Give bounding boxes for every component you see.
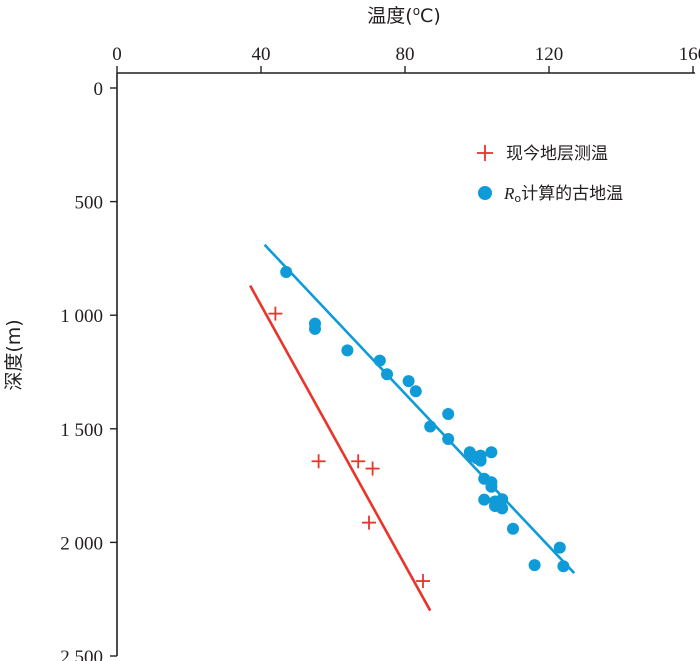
plus-marker: [268, 306, 283, 321]
circle-marker: [424, 420, 437, 433]
degree-symbol: o: [413, 4, 420, 18]
circle-marker: [557, 560, 570, 573]
circle-marker: [442, 408, 455, 421]
circle-marker: [402, 375, 415, 388]
data-markers: [268, 266, 570, 589]
y-axis-title: 深度(m): [3, 319, 25, 390]
circle-marker: [528, 559, 541, 572]
x-tick-label: 40: [252, 44, 271, 65]
y-tick-label: 1 500: [60, 420, 103, 441]
plus-marker: [416, 574, 430, 589]
y-tick-label: 500: [75, 193, 104, 214]
legend-marker-plus: [477, 145, 493, 161]
y-tick-label: 0: [94, 79, 104, 100]
y-tick-label: 1 000: [60, 306, 103, 327]
legend-label-current-temp: 现今地层测温: [506, 144, 608, 164]
plus-marker: [362, 515, 376, 530]
plus-marker: [311, 454, 326, 469]
circle-marker: [485, 480, 498, 493]
x-tick-label: 80: [396, 44, 415, 65]
legend-marker-circle: [478, 186, 492, 200]
circle-marker: [496, 502, 509, 515]
circle-marker: [341, 344, 354, 357]
x-tick-label: 160: [679, 44, 700, 65]
circle-marker: [373, 354, 386, 367]
y-tick-label: 2 500: [60, 647, 103, 661]
circle-marker: [381, 368, 393, 381]
trend-line-series-1: [263, 243, 576, 574]
y-axis-ticks: 0 500 1 000 1 500 2 000 2 500: [60, 79, 117, 661]
circle-marker: [409, 385, 422, 398]
x-tick-label: 120: [535, 44, 564, 65]
legend-label-paleo-temp: Ro计算的古地温: [503, 184, 623, 205]
y-tick-label: 2 000: [60, 533, 103, 554]
plus-marker: [351, 454, 366, 469]
x-axis-title: 温度(oC): [367, 4, 440, 27]
trend-lines: [249, 243, 576, 612]
legend: 现今地层测温 Ro计算的古地温: [477, 144, 623, 205]
x-axis-ticks: 0 40 80 120 160: [112, 44, 700, 73]
circle-marker: [553, 541, 566, 554]
circle-marker: [485, 446, 498, 459]
circle-marker: [442, 433, 455, 446]
trend-line-series-0: [249, 285, 432, 612]
x-tick-label: 0: [112, 44, 122, 65]
circle-marker: [474, 454, 487, 467]
plus-marker: [365, 461, 380, 476]
circle-marker: [309, 322, 321, 335]
circle-marker: [507, 522, 519, 535]
circle-marker: [280, 266, 293, 279]
legend-subscript: o: [514, 192, 521, 205]
circle-marker: [478, 493, 491, 506]
